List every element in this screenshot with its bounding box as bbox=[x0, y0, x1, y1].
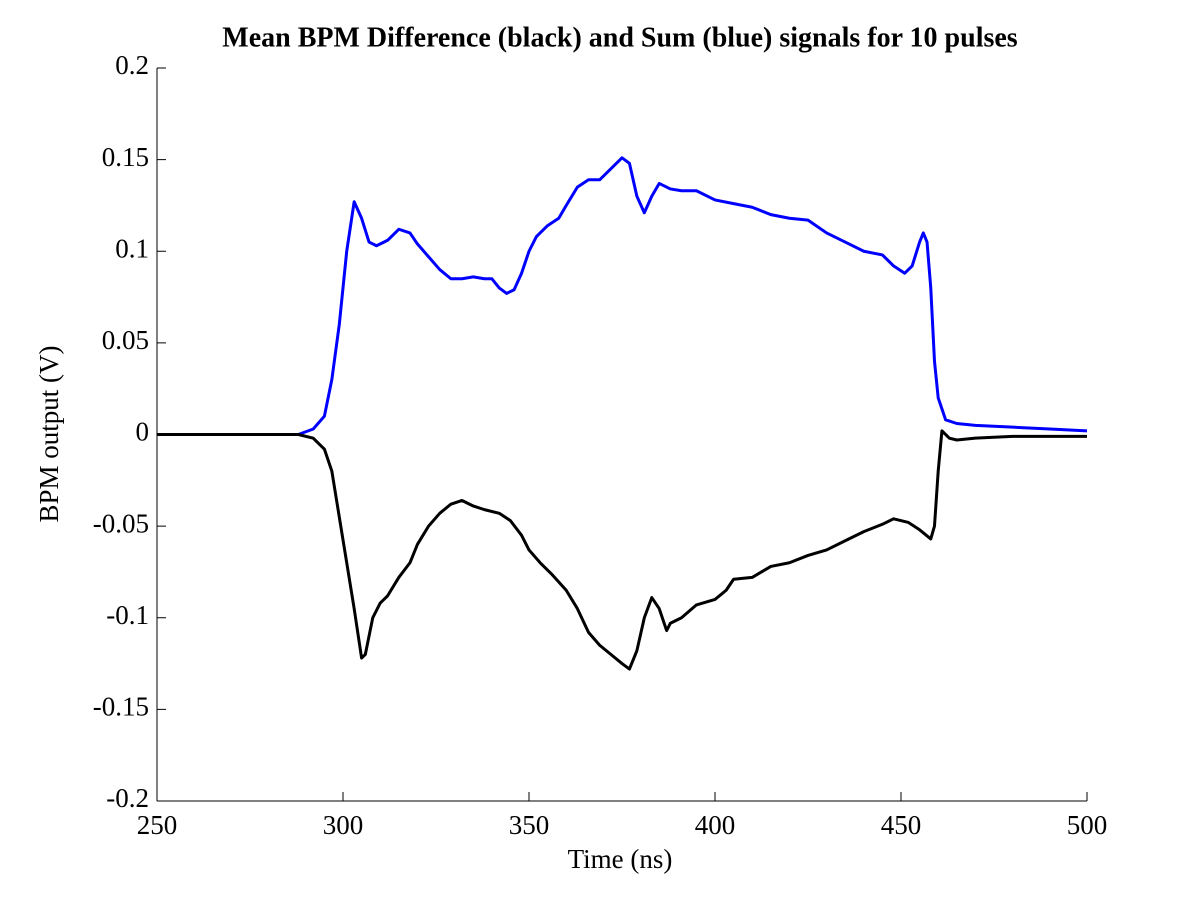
y-tick-label: 0.15 bbox=[102, 142, 149, 172]
x-tick-label: 500 bbox=[1067, 810, 1108, 840]
y-tick-label: -0.15 bbox=[93, 692, 149, 722]
chart-title: Mean BPM Difference (black) and Sum (blu… bbox=[222, 22, 1018, 53]
x-axis-label: Time (ns) bbox=[568, 844, 673, 874]
y-tick-label: 0.1 bbox=[115, 233, 149, 263]
y-tick-label: 0.05 bbox=[102, 325, 149, 355]
y-tick-label: -0.1 bbox=[106, 600, 149, 630]
y-tick-label: -0.05 bbox=[93, 508, 149, 538]
x-tick-label: 450 bbox=[881, 810, 922, 840]
series-line bbox=[157, 429, 1087, 671]
series-line bbox=[157, 156, 1088, 436]
x-tick-label: 350 bbox=[509, 810, 550, 840]
y-tick-label: 0.2 bbox=[115, 50, 149, 80]
y-tick-label: 0 bbox=[136, 417, 150, 447]
y-tick-label: -0.2 bbox=[106, 783, 149, 813]
x-tick-label: 250 bbox=[137, 810, 178, 840]
x-tick-label: 400 bbox=[695, 810, 736, 840]
x-tick-label: 300 bbox=[323, 810, 364, 840]
y-axis-label: BPM output (V) bbox=[34, 345, 64, 522]
